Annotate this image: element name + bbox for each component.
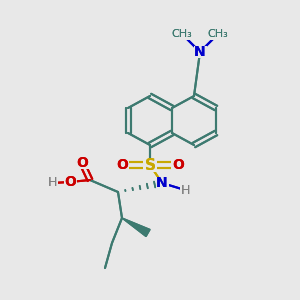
Text: S: S — [145, 158, 155, 172]
Bar — [179, 184, 191, 196]
Text: CH₃: CH₃ — [208, 29, 228, 39]
Bar — [76, 157, 88, 169]
Text: CH₃: CH₃ — [172, 29, 192, 39]
Bar — [208, 28, 228, 40]
Text: H: H — [47, 176, 57, 190]
Text: O: O — [116, 158, 128, 172]
Text: CH₃: CH₃ — [172, 29, 192, 39]
Polygon shape — [122, 218, 150, 236]
Bar — [64, 176, 76, 188]
Text: N: N — [194, 45, 206, 59]
Text: H: H — [180, 184, 190, 196]
Text: O: O — [172, 158, 184, 172]
Text: S: S — [145, 158, 155, 172]
Bar — [115, 158, 129, 172]
Bar — [171, 158, 185, 172]
Text: N: N — [156, 176, 168, 190]
Text: O: O — [116, 158, 128, 172]
Text: CH₃: CH₃ — [208, 29, 228, 39]
Bar — [46, 178, 58, 188]
Text: H: H — [180, 184, 190, 196]
Text: O: O — [172, 158, 184, 172]
Text: N: N — [194, 45, 206, 59]
Bar — [194, 46, 206, 58]
Bar — [172, 28, 192, 40]
Text: O: O — [76, 156, 88, 170]
Bar — [143, 158, 157, 172]
Polygon shape — [122, 218, 150, 236]
Text: O: O — [76, 156, 88, 170]
Text: O: O — [64, 175, 76, 189]
Bar — [155, 177, 169, 189]
Text: N: N — [156, 176, 168, 190]
Text: O: O — [64, 175, 76, 189]
Text: H: H — [47, 176, 57, 190]
